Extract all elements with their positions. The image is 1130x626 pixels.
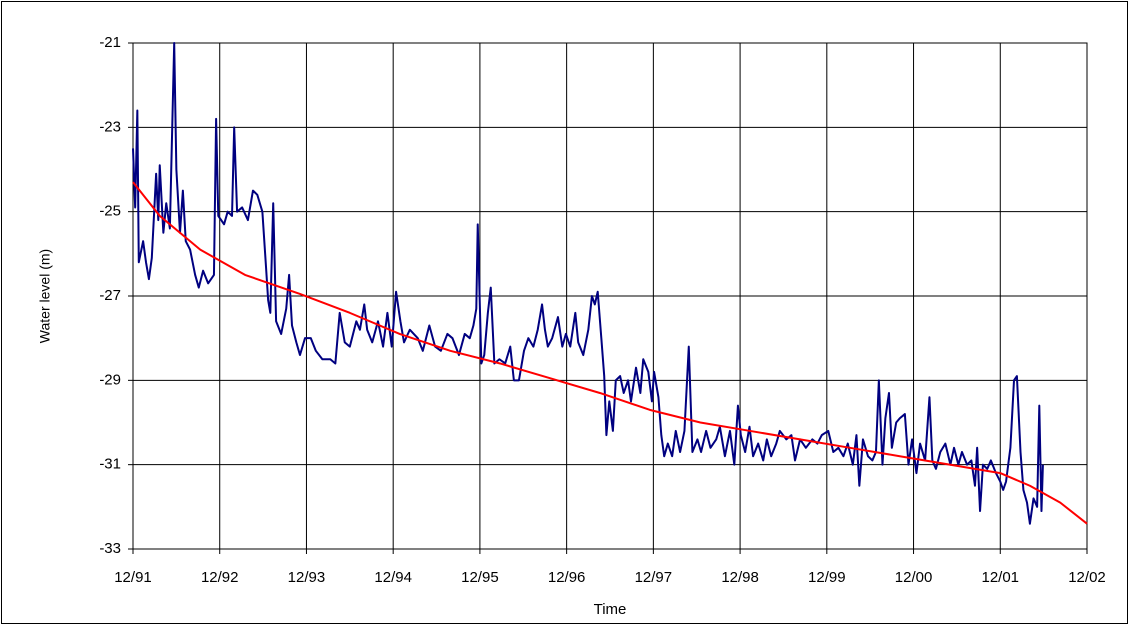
y-tick-label: -29	[99, 371, 121, 388]
x-tick-label: 12/93	[288, 569, 326, 586]
data-line	[132, 42, 1044, 525]
data-line	[132, 181, 1088, 525]
x-tick-label: 12/91	[114, 569, 152, 586]
y-tick-label: -27	[99, 287, 121, 304]
x-tick-label: 12/02	[1068, 569, 1106, 586]
plot-area	[132, 42, 1088, 550]
y-tick-label: -21	[99, 34, 121, 51]
y-tick-label: -25	[99, 203, 121, 220]
x-tick-label: 12/00	[895, 569, 933, 586]
y-tick-label: -33	[99, 540, 121, 557]
x-tick-label: 12/98	[721, 569, 759, 586]
y-tick-label: -31	[99, 456, 121, 473]
x-tick-label: 12/95	[461, 569, 499, 586]
x-tick-label: 12/97	[635, 569, 673, 586]
x-tick-label: 12/92	[201, 569, 239, 586]
x-axis-label: Time	[594, 601, 627, 618]
y-axis-label: Water level (m)	[37, 249, 53, 343]
x-tick-label: 12/99	[808, 569, 846, 586]
y-tick-label: -23	[99, 118, 121, 135]
x-tick-label: 12/96	[548, 569, 586, 586]
x-tick-label: 12/01	[981, 569, 1019, 586]
x-tick-label: 12/94	[374, 569, 412, 586]
